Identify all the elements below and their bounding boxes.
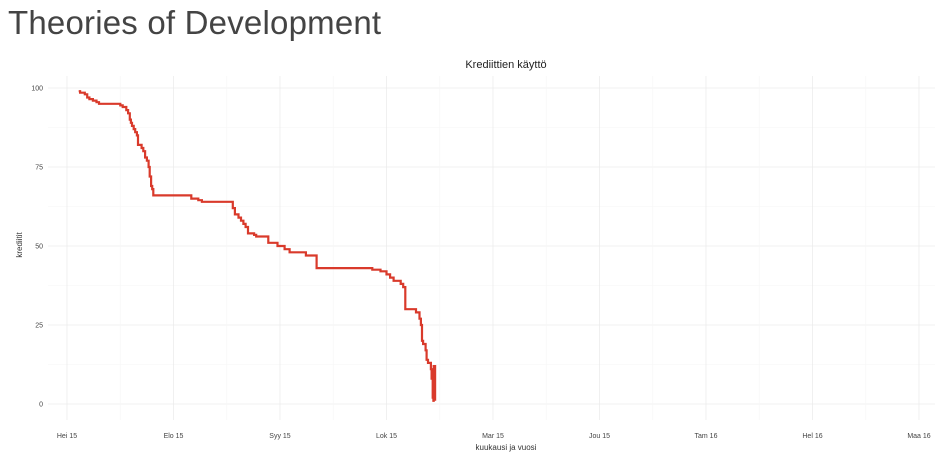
x-tick-label: Hel 16 (802, 433, 822, 440)
y-tick-label: 25 (35, 323, 43, 330)
y-tick-label: 0 (39, 402, 43, 409)
series-layer (78, 90, 437, 402)
y-axis-label: krediitit (15, 232, 24, 258)
y-tick-label: 75 (35, 165, 43, 172)
series-line (78, 90, 437, 402)
y-tick-label: 100 (31, 86, 43, 93)
x-tick-label: Jou 15 (589, 433, 610, 440)
x-tick-label: Syy 15 (269, 433, 291, 440)
grid (48, 76, 935, 420)
y-tick-label: 50 (35, 244, 43, 251)
x-tick-label: Mar 15 (482, 433, 504, 440)
x-axis-label: kuukausi ja vuosi (476, 443, 537, 452)
chart-title: Krediittien käyttö (465, 59, 546, 71)
x-tick-label: Tam 16 (695, 433, 718, 440)
x-tick-label: Elo 15 (164, 433, 184, 440)
page-title: Theories of Development (8, 4, 382, 41)
x-tick-label: Hei 15 (57, 433, 77, 440)
x-tick-label: Lok 15 (376, 433, 397, 440)
y-tick-labels: 0 25 50 75 100 (31, 86, 43, 409)
x-tick-labels: Hei 15 Elo 15 Syy 15 Lok 15 Mar 15 Jou 15 Tam … (57, 433, 931, 440)
x-tick-label: Maa 16 (907, 433, 930, 440)
